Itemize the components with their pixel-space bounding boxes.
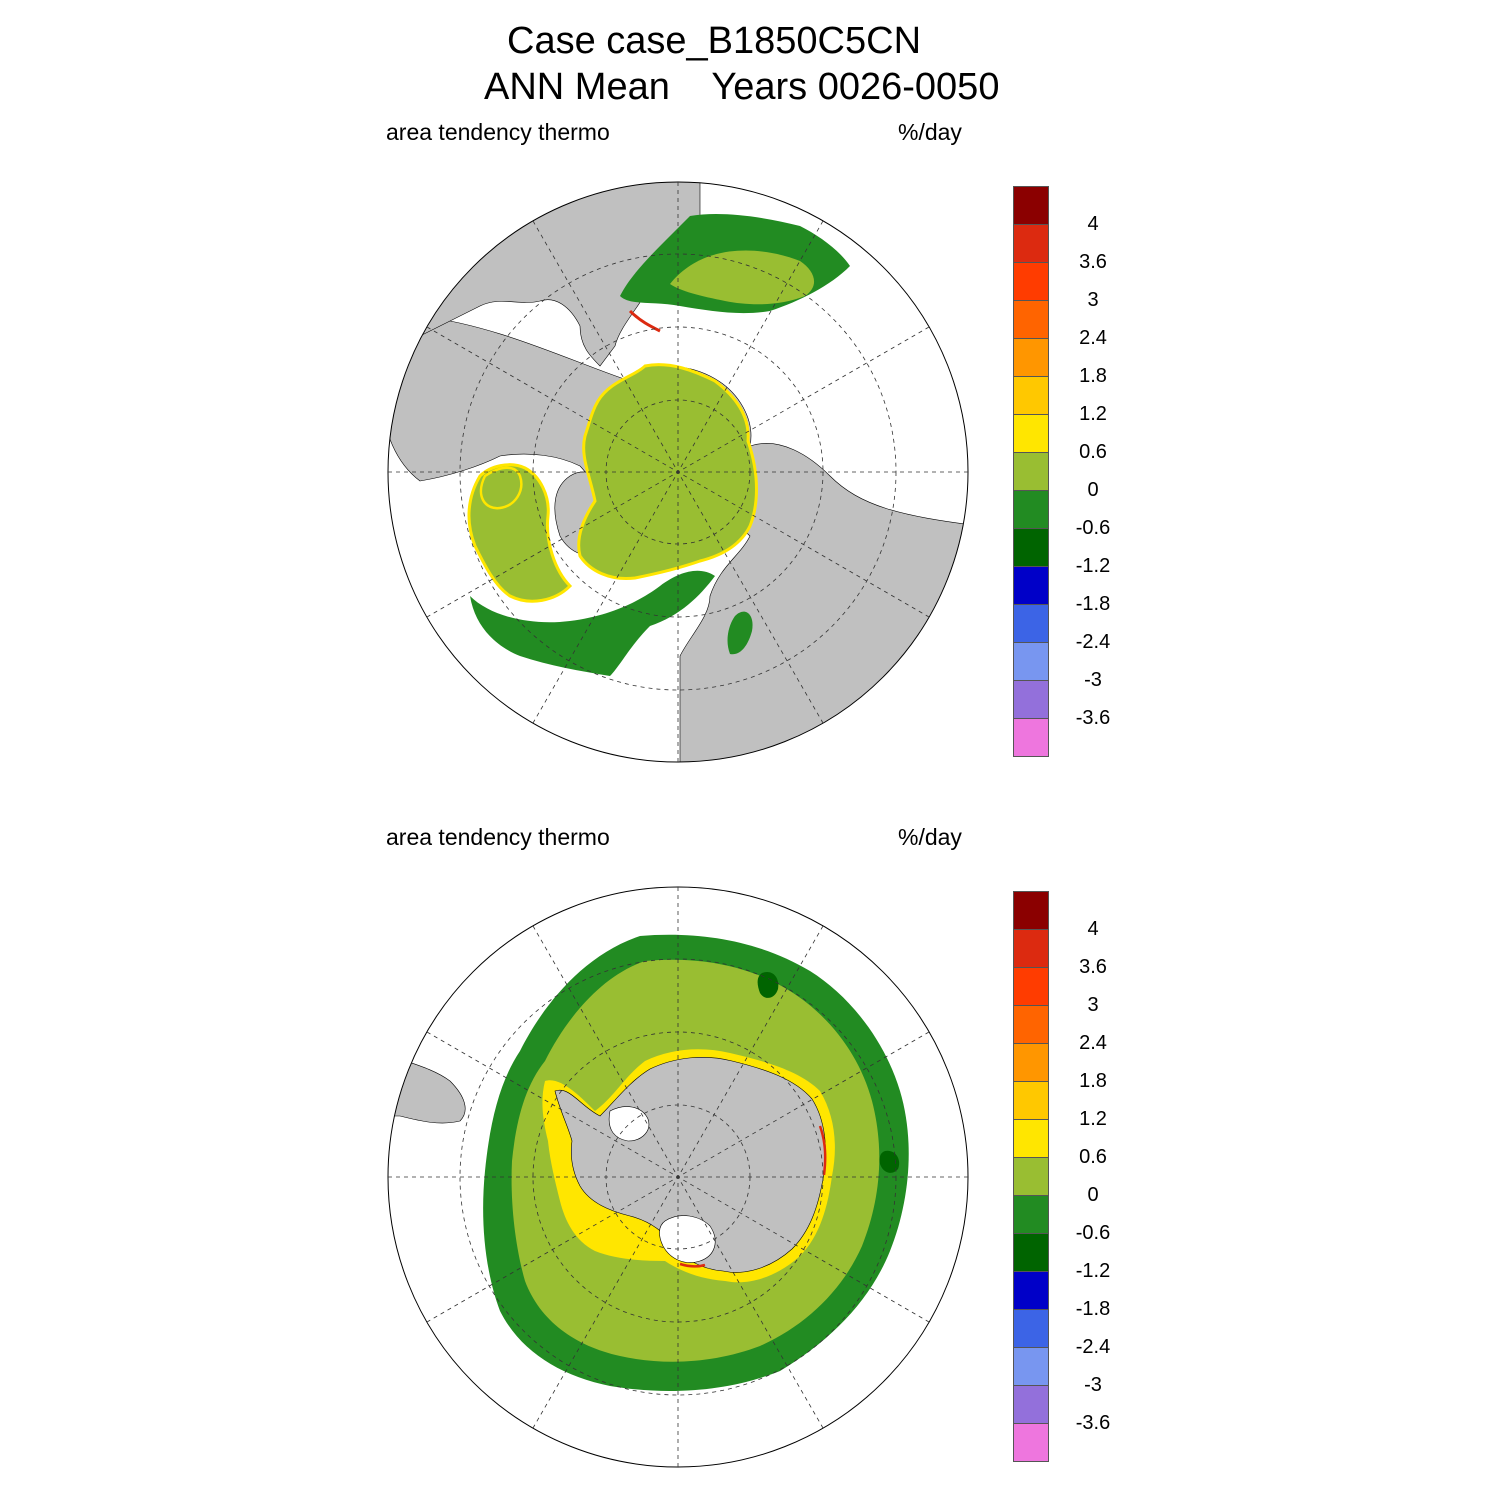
colorbar-box — [1013, 680, 1049, 719]
colorbar-tick-label: 0.6 — [1079, 441, 1107, 463]
north-land-eurasia — [388, 315, 968, 762]
south-ice-shelf-weddell — [608, 1106, 650, 1142]
south-units-label: %/day — [898, 824, 962, 850]
colorbar-box — [1013, 604, 1049, 643]
south-ice-negative-patch-1 — [757, 971, 779, 998]
colorbar-box — [1013, 1385, 1049, 1424]
colorbar-box — [1013, 338, 1049, 377]
colorbar-tick-label: 1.2 — [1079, 1108, 1107, 1130]
colorbar-box — [1013, 1271, 1049, 1310]
colorbar-box — [1013, 414, 1049, 453]
figure-title-case: Case case_B1850C5CN — [507, 20, 922, 62]
colorbar-tick-label: 3.6 — [1079, 956, 1107, 978]
colorbar-box — [1013, 1081, 1049, 1120]
colorbar-tick-label: -1.8 — [1075, 1298, 1111, 1320]
colorbar-tick-label: 1.8 — [1079, 1070, 1107, 1092]
colorbar-box — [1013, 929, 1049, 968]
colorbar-tick-label: -3.6 — [1075, 1412, 1111, 1434]
colorbar-box — [1013, 490, 1049, 529]
colorbar-box — [1013, 1195, 1049, 1234]
north-ice-baltic — [727, 611, 753, 655]
colorbar-box — [1013, 642, 1049, 681]
north-ice-hudson — [479, 466, 523, 510]
colorbar-box — [1013, 891, 1049, 930]
colorbar-tick-label: -0.6 — [1075, 1222, 1111, 1244]
colorbar-tick-label: -3.6 — [1075, 707, 1111, 729]
colorbar-tick-label: -1.2 — [1075, 1260, 1111, 1282]
north-ice-bering — [670, 250, 815, 305]
colorbar-box — [1013, 300, 1049, 339]
north-colorbar: 4 3.6 3 2.4 1.8 1.2 0.6 0 -0.6 -1.2 -1.8 -2.4 -3 -3.6 — [1013, 186, 1110, 757]
south-polar-map — [387, 886, 969, 1468]
south-graticule — [388, 887, 968, 1467]
south-variable-label: area tendency thermo — [386, 824, 610, 850]
colorbar-tick-label: 3.6 — [1079, 251, 1107, 273]
colorbar-box — [1013, 1005, 1049, 1044]
colorbar-box — [1013, 262, 1049, 301]
north-variable-label: area tendency thermo — [386, 119, 610, 145]
colorbar-tick-label: 4 — [1087, 213, 1099, 235]
colorbar-tick-label: 2.4 — [1079, 327, 1107, 349]
south-ice-edge-red-2 — [679, 1262, 706, 1268]
north-ice-atlantic-negative — [470, 570, 715, 676]
colorbar-tick-label: 0 — [1087, 479, 1099, 501]
colorbar-box — [1013, 967, 1049, 1006]
colorbar-tick-label: 3 — [1087, 994, 1099, 1016]
colorbar-tick-label: 0.6 — [1079, 1146, 1107, 1168]
colorbar-tick-label: -1.2 — [1075, 555, 1111, 577]
colorbar-box — [1013, 566, 1049, 605]
south-ice-shelf-ross — [659, 1215, 716, 1263]
colorbar-tick-label: 3 — [1087, 289, 1099, 311]
colorbar-tick-label: 1.8 — [1079, 365, 1107, 387]
colorbar-box — [1013, 452, 1049, 491]
colorbar-box — [1013, 1043, 1049, 1082]
colorbar-tick-label: -3 — [1084, 669, 1102, 691]
south-colorbar: 4 3.6 3 2.4 1.8 1.2 0.6 0 -0.6 -1.2 -1.8 -2.4 -3 -3.6 — [1013, 891, 1110, 1462]
colorbar-tick-label: 1.2 — [1079, 403, 1107, 425]
colorbar-box — [1013, 528, 1049, 567]
colorbar-box — [1013, 1347, 1049, 1386]
colorbar-tick-label: 2.4 — [1079, 1032, 1107, 1054]
north-polar-map — [387, 181, 969, 763]
colorbar-tick-label: -1.8 — [1075, 593, 1111, 615]
colorbar-box — [1013, 224, 1049, 263]
north-graticule — [388, 182, 968, 762]
north-units-label: %/day — [898, 119, 962, 145]
colorbar-box — [1013, 718, 1049, 757]
south-ice-negative-patch-2 — [879, 1150, 900, 1173]
colorbar-box — [1013, 1233, 1049, 1272]
colorbar-box — [1013, 1119, 1049, 1158]
colorbar-box — [1013, 1309, 1049, 1348]
south-ice-edge-red-1 — [818, 1125, 827, 1176]
colorbar-box — [1013, 1157, 1049, 1196]
colorbar-tick-label: -0.6 — [1075, 517, 1111, 539]
north-ice-bering-edge — [628, 309, 661, 333]
figure-title-period: ANN Mean Years 0026-0050 — [484, 66, 1000, 108]
colorbar-tick-label: -3 — [1084, 1374, 1102, 1396]
colorbar-tick-label: 4 — [1087, 918, 1099, 940]
colorbar-box — [1013, 186, 1049, 225]
colorbar-tick-label: 0 — [1087, 1184, 1099, 1206]
colorbar-tick-label: -2.4 — [1075, 631, 1111, 653]
colorbar-box — [1013, 376, 1049, 415]
colorbar-box — [1013, 1423, 1049, 1462]
colorbar-tick-label: -2.4 — [1075, 1336, 1111, 1358]
north-ice-arctic — [577, 363, 758, 581]
